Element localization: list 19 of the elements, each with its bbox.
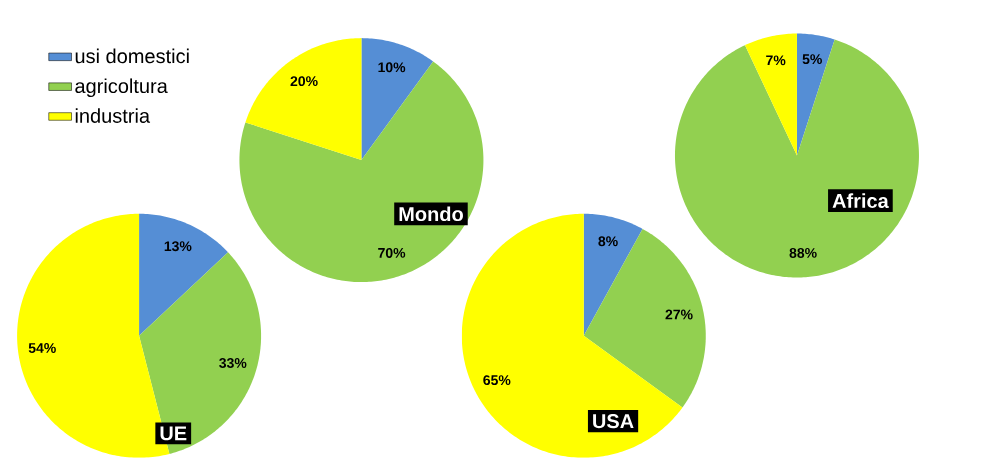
text: USA [593,414,634,429]
data-label: 10% [378,62,406,73]
data-label: 7% [766,55,786,66]
data-label: 13% [164,241,192,252]
data-label: 20% [290,76,318,87]
data-label: 8% [598,236,618,247]
data-label: 27% [665,309,693,320]
data-label: 54% [28,343,56,354]
legend-label: industria [75,108,151,124]
data-label: 70% [378,248,406,258]
legend-label: usi domestici [75,48,189,64]
text: UE [160,426,187,441]
text: Mondo [399,206,463,222]
data-label: 88% [789,248,817,259]
data-label: 5% [802,54,822,65]
legend-label: agricoltura [75,78,168,98]
text: Africa [832,193,889,209]
data-label: 65% [483,375,511,386]
data-label: 33% [219,358,247,369]
